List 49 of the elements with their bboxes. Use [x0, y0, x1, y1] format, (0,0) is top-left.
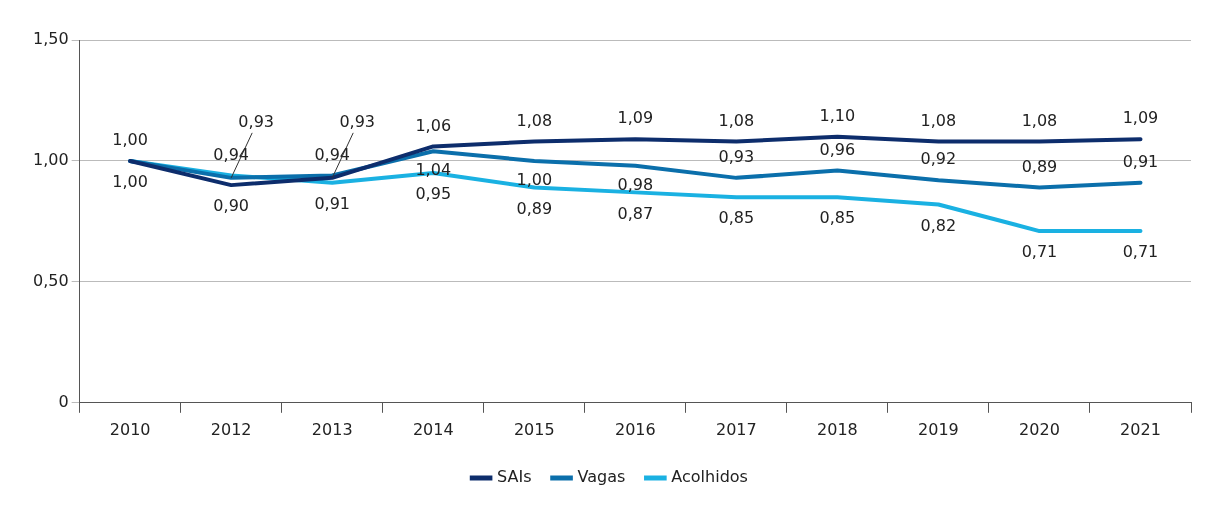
data-label: 0,96 — [819, 139, 856, 159]
x-tick-label: 2021 — [1120, 419, 1161, 439]
x-tick-label: 2018 — [817, 419, 858, 439]
data-label: 1,00 — [112, 130, 148, 150]
legend-label: Acolhidos — [671, 467, 748, 487]
data-label: 1,10 — [819, 105, 856, 125]
data-label: 0,94 — [213, 144, 249, 164]
x-tick-label: 2013 — [311, 419, 353, 439]
x-tick-label: 2019 — [918, 419, 959, 439]
data-label: 1,06 — [415, 115, 452, 135]
data-label: 0,98 — [617, 174, 654, 194]
data-label: 0,92 — [920, 149, 957, 169]
data-label: 0,85 — [718, 208, 755, 228]
data-label: 1,09 — [1122, 108, 1159, 128]
data-label: 1,08 — [1021, 110, 1058, 130]
x-tick-label: 2010 — [109, 419, 151, 439]
data-label: 0,93 — [238, 112, 274, 132]
data-label: 0,71 — [1021, 242, 1058, 262]
data-label: 0,91 — [1122, 151, 1159, 171]
x-tick-label: 2020 — [1019, 419, 1060, 439]
data-label: 0,95 — [415, 184, 452, 204]
data-label: 0,94 — [314, 144, 351, 164]
y-tick-label: 0,50 — [33, 271, 69, 291]
data-label: 1,08 — [920, 110, 957, 130]
y-tick-label: 0 — [58, 391, 69, 411]
data-label: 0,71 — [1122, 242, 1159, 262]
data-label: 0,91 — [314, 193, 351, 213]
data-label: 0,87 — [617, 203, 654, 223]
data-label: 1,08 — [516, 110, 553, 130]
x-tick-label: 2014 — [412, 419, 454, 439]
x-tick-label: 2015 — [513, 419, 555, 439]
x-tick-label: 2016 — [614, 419, 656, 439]
data-label: 0,85 — [819, 208, 856, 228]
legend-label: SAIs — [497, 467, 532, 487]
x-tick-label: 2017 — [715, 419, 757, 439]
data-label: 1,00 — [516, 170, 553, 190]
legend-label: Vagas — [577, 467, 626, 487]
data-label: 1,09 — [617, 108, 654, 128]
data-label: 0,93 — [718, 147, 755, 167]
data-label: 0,89 — [1021, 156, 1058, 176]
data-label: 1,00 — [112, 172, 148, 192]
data-label: 1,08 — [718, 110, 755, 130]
data-label: 0,93 — [339, 112, 376, 132]
data-label: 0,90 — [213, 196, 249, 216]
data-label: 0,89 — [516, 198, 553, 218]
y-tick-label: 1,00 — [33, 150, 69, 170]
x-tick-label: 2012 — [210, 419, 252, 439]
y-tick-label: 1,50 — [33, 29, 69, 49]
data-label: 0,82 — [920, 215, 957, 235]
